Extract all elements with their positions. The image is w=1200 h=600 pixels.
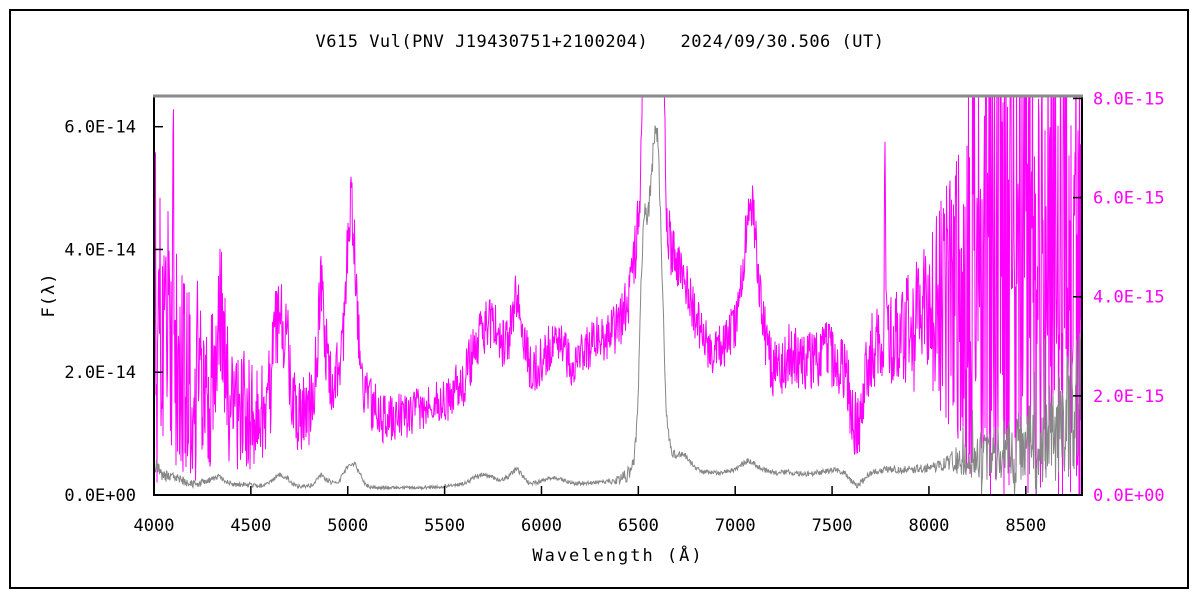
x-axis-ticks: 4000 4500 5000 5500 6000 6500 7000 7500 8000 8500	[134, 486, 1046, 536]
x-tick-label: 6500	[618, 516, 659, 536]
y-axis-left-ticks: 0.0E+00 2.0E-14 4.0E-14 6.0E-14	[64, 118, 163, 506]
y-left-tick-label: 6.0E-14	[64, 118, 136, 138]
series-flux-wide-magenta-line	[155, 96, 1081, 495]
plot-frame	[153, 94, 1083, 496]
y-right-tick-label: 8.0E-15	[1093, 89, 1165, 109]
y-right-tick-label: 0.0E+00	[1093, 486, 1165, 506]
y-right-tick-label: 6.0E-15	[1093, 189, 1165, 209]
y-right-tick-label: 2.0E-15	[1093, 387, 1165, 407]
chart-title: V615 Vul(PNV J19430751+2100204) 2024/09/…	[315, 32, 885, 52]
series-group	[155, 96, 1081, 495]
y-left-tick-label: 0.0E+00	[64, 486, 136, 506]
y-left-tick-label: 2.0E-14	[64, 363, 136, 383]
x-tick-label: 4500	[230, 516, 271, 536]
x-tick-label: 5500	[424, 516, 465, 536]
x-axis-label: Wavelength (Å)	[532, 546, 704, 566]
y-left-tick-label: 4.0E-14	[64, 240, 136, 260]
y-axis-right-ticks: 0.0E+00 2.0E-15 4.0E-15 6.0E-15 8.0E-15	[1073, 89, 1165, 506]
x-tick-label: 7000	[715, 516, 756, 536]
series-flux-narrow-gray-line	[155, 125, 1081, 495]
x-tick-label: 4000	[134, 516, 175, 536]
x-tick-label: 6000	[521, 516, 562, 536]
y-right-tick-label: 4.0E-15	[1093, 288, 1165, 308]
x-tick-label: 5000	[327, 516, 368, 536]
x-tick-label: 8000	[908, 516, 949, 536]
x-tick-label: 8500	[1005, 516, 1046, 536]
x-tick-label: 7500	[812, 516, 853, 536]
y-axis-label-left: F(λ)	[39, 272, 59, 318]
